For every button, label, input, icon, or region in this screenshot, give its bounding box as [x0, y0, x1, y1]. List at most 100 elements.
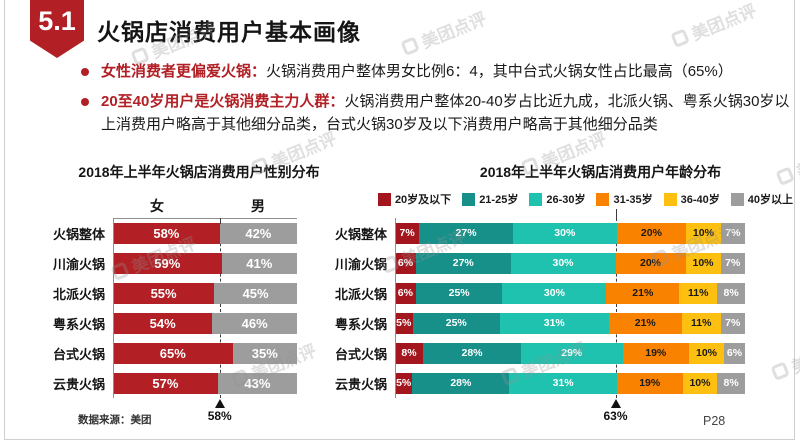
bar-value-label: 27%: [452, 257, 474, 269]
bar-value-label: 35%: [251, 345, 278, 361]
bar-value-label: 10%: [692, 257, 714, 269]
key-points-list: 女性消费者更偏爱火锅：火锅消费用户整体男女比例6：4，其中台式火锅女性占比最高（…: [75, 60, 791, 143]
legend-swatch-icon: [596, 192, 610, 206]
stacked-bar: 6% 25% 30% 21% 11% 8%: [395, 282, 745, 304]
bar-value-label: 11%: [688, 287, 709, 299]
bar-segment: 21%: [606, 282, 680, 304]
bar-segment: 30%: [502, 282, 607, 304]
gender-chart-title: 2018年上半年火锅店消费用户性别分布: [78, 164, 320, 180]
chart-row: 北派火锅 6% 25% 30% 21% 11% 8%: [330, 278, 795, 308]
stacked-bar: 6% 27% 30% 20% 10% 7%: [395, 252, 745, 274]
bar-value-label: 46%: [241, 315, 268, 331]
bullet-lead: 20至40岁用户是火锅消费主力人群：: [101, 93, 345, 110]
age-chart-title: 2018年上半年火锅店消费用户年龄分布: [479, 164, 722, 180]
bar-value-label: 45%: [242, 285, 269, 301]
section-number: 5.1: [38, 6, 76, 36]
bar-value-label: 7%: [399, 227, 415, 239]
bar-segment: 29%: [521, 342, 623, 364]
bar-value-label: 10%: [695, 347, 717, 359]
legend-label: 31-35岁: [613, 194, 653, 206]
bar-value-label: 42%: [245, 225, 272, 241]
bar-segment: 10%: [685, 252, 721, 274]
bullet-text: 火锅消费用户整体男女比例6：4，其中台式火锅女性占比最高（65%）: [266, 63, 733, 80]
bar-segment: 25%: [415, 282, 503, 304]
bar-segment: 19%: [622, 342, 689, 364]
row-label: 火锅整体: [334, 226, 387, 242]
bar-value-label: 29%: [561, 347, 583, 359]
bar-value-label: 5%: [396, 317, 412, 329]
row-label: 川渝火锅: [334, 256, 387, 272]
average-marker-line: [615, 218, 617, 398]
bar-segment: 10%: [686, 222, 721, 244]
chart-row: 台式火锅 8% 28% 29% 19% 10% 6%: [330, 338, 795, 368]
bar-value-label: 59%: [154, 255, 181, 271]
meituan-logo-icon: [400, 36, 420, 56]
row-label: 云贵火锅: [334, 376, 387, 392]
bar-segment: 30%: [510, 252, 616, 274]
bar-segment: 7%: [720, 312, 745, 334]
page-title: 火锅店消费用户基本画像: [97, 19, 361, 45]
bar-segment: 31%: [509, 372, 617, 394]
meituan-logo-icon: [670, 28, 690, 48]
legend-item: 20岁及以下: [377, 191, 451, 207]
average-marker: 63%: [603, 399, 628, 423]
bar-segment: 57%: [113, 372, 218, 394]
row-label: 粤系火锅: [52, 316, 105, 332]
bar-segment: 6%: [395, 282, 416, 304]
watermark-text: 美团点评: [688, 1, 760, 45]
bar-segment: 58%: [113, 222, 220, 244]
bar-value-label: 57%: [152, 375, 179, 391]
age-chart: 2018年上半年火锅店消费用户年龄分布 20岁及以下 21-25岁 26-30岁 31…: [330, 160, 795, 425]
legend-swatch-icon: [663, 192, 677, 206]
legend-label: 40岁以上: [747, 194, 793, 206]
row-label: 火锅整体: [52, 226, 105, 242]
bar-segment: 31%: [500, 312, 609, 334]
bar-segment: 54%: [113, 312, 213, 334]
legend-item: 40岁以上: [730, 191, 793, 207]
bar-segment: 59%: [113, 252, 222, 274]
bar-segment: 43%: [217, 372, 297, 394]
male-header: 男: [251, 198, 265, 214]
bullet-dot-icon: [81, 98, 89, 106]
bar-segment: 7%: [720, 222, 745, 244]
average-value-label: 58%: [207, 409, 232, 423]
average-marker-line: [219, 218, 221, 398]
bar-segment: 28%: [412, 372, 510, 394]
bar-value-label: 54%: [149, 315, 176, 331]
chart-row: 云贵火锅 57% 43%: [40, 368, 298, 398]
bar-value-label: 6%: [726, 347, 743, 359]
bar-value-label: 20%: [639, 257, 661, 269]
chart-row: 火锅整体 58% 42%: [40, 218, 298, 248]
chart-row: 北派火锅 55% 45%: [40, 278, 298, 308]
chart-row: 粤系火锅 5% 25% 31% 21% 11% 7%: [330, 308, 795, 338]
female-header: 女: [150, 198, 164, 214]
bar-value-label: 19%: [639, 377, 661, 389]
row-label: 台式火锅: [334, 346, 387, 362]
bar-value-label: 28%: [450, 377, 472, 389]
bar-segment: 20%: [616, 222, 687, 244]
bar-value-label: 43%: [244, 375, 271, 391]
average-marker: 58%: [208, 399, 232, 423]
data-source-note: 数据来源：美团: [78, 414, 152, 426]
bar-segment: 5%: [395, 312, 413, 334]
bar-segment: 7%: [395, 222, 420, 244]
legend-label: 21-25岁: [479, 194, 519, 206]
chart-row: 粤系火锅 54% 46%: [40, 308, 298, 338]
bar-value-label: 10%: [689, 377, 711, 389]
row-label: 北派火锅: [334, 286, 387, 302]
bullet-dot-icon: [81, 68, 89, 76]
bar-value-label: 41%: [246, 255, 273, 271]
bar-value-label: 31%: [552, 377, 574, 389]
bar-value-label: 20%: [640, 227, 662, 239]
marker-tick: [219, 218, 221, 224]
gender-chart: 2018年上半年火锅店消费用户性别分布 女 男 火锅整体 58% 42% 川渝火锅 59…: [40, 160, 320, 425]
bar-value-label: 8%: [401, 347, 417, 359]
bar-segment: 10%: [682, 372, 718, 394]
bar-value-label: 30%: [554, 227, 576, 239]
section-badge: 5.1: [30, 0, 84, 58]
bar-value-label: 25%: [448, 287, 470, 299]
stacked-bar: 8% 28% 29% 19% 10% 6%: [395, 342, 745, 364]
row-label: 川渝火锅: [52, 256, 105, 272]
bar-value-label: 7%: [725, 257, 741, 269]
bar-value-label: 65%: [159, 345, 186, 361]
